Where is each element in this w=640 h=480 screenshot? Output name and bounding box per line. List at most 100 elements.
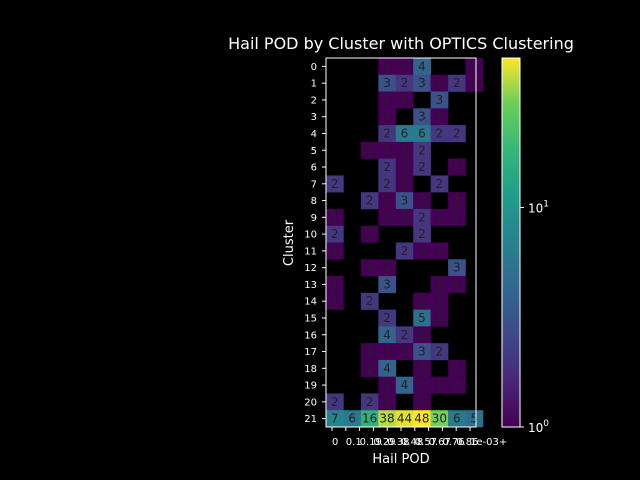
y-axis-label: Cluster bbox=[282, 219, 297, 266]
x-axis-ticks: 0 0.10.190.290.380.480.570.670.760.861e-0… bbox=[331, 427, 507, 448]
y-tick-label: 6 bbox=[311, 163, 317, 174]
colorbar-tick-label: 100 bbox=[528, 419, 549, 435]
cell-value-label: 1 bbox=[436, 210, 444, 224]
heatmap-cell bbox=[326, 410, 344, 428]
cell-value-label: 6 bbox=[453, 412, 461, 426]
chart-title: Hail POD by Cluster with OPTICS Clusteri… bbox=[228, 34, 574, 53]
x-tick-label: 1e-03+ bbox=[470, 437, 507, 448]
cell-value-label: 2 bbox=[366, 294, 374, 308]
heatmap-cell bbox=[448, 259, 466, 277]
cell-value-label: 3 bbox=[401, 194, 409, 208]
cell-value-label: 3 bbox=[383, 277, 391, 291]
cell-value-label: 1 bbox=[418, 395, 426, 409]
heatmap-cell bbox=[378, 208, 397, 227]
heatmap-cell bbox=[360, 225, 379, 243]
heatmap-cell bbox=[395, 242, 414, 260]
heatmap-cell bbox=[430, 108, 449, 126]
heatmap-cell bbox=[360, 141, 379, 159]
cell-value-label: 1 bbox=[436, 378, 444, 392]
cell-value-label: 44 bbox=[397, 412, 412, 426]
cell-value-label: 4 bbox=[383, 328, 391, 342]
y-tick-label: 5 bbox=[311, 146, 317, 157]
y-tick-label: 15 bbox=[304, 313, 317, 324]
heatmap-cell bbox=[326, 208, 344, 227]
heatmap-cell bbox=[395, 141, 414, 159]
cell-value-label: 1 bbox=[418, 378, 426, 392]
cell-value-label: 1 bbox=[383, 210, 391, 224]
cell-value-label: 1 bbox=[401, 210, 409, 224]
heatmap-cell bbox=[413, 292, 431, 310]
heatmap-cell bbox=[448, 74, 466, 92]
x-tick-label: 0.19 bbox=[360, 437, 382, 448]
heatmap-cells: 1 1 4 13 2 3 1 2 11 1 31 3 12 6 6 2 21 1 1 22 1 2 12 2 1 22 1 3 1 11 1… bbox=[326, 58, 484, 428]
heatmap-cell bbox=[395, 74, 414, 92]
cell-value-label: 1 bbox=[418, 361, 426, 375]
cell-value-label: 2 bbox=[436, 177, 444, 191]
heatmap-cell bbox=[413, 343, 431, 361]
cell-value-label: 7 bbox=[331, 412, 339, 426]
heatmap-cell bbox=[395, 376, 414, 394]
cell-value-label: 2 bbox=[401, 244, 409, 258]
cell-value-label: 1 bbox=[383, 395, 391, 409]
cell-value-label: 1 bbox=[366, 361, 374, 375]
heatmap-cell bbox=[413, 242, 431, 260]
cell-value-label: 1 bbox=[366, 345, 374, 359]
heatmap-cell bbox=[448, 208, 466, 227]
heatmap-cell bbox=[430, 376, 449, 394]
cell-value-label: 2 bbox=[418, 143, 426, 157]
y-tick-label: 16 bbox=[304, 330, 317, 341]
cell-value-label: 16 bbox=[362, 412, 377, 426]
cell-value-label: 2 bbox=[383, 160, 391, 174]
y-tick-label: 13 bbox=[304, 280, 317, 291]
heatmap-cell bbox=[413, 326, 431, 344]
heatmap-cell bbox=[360, 410, 379, 428]
cell-value-label: 2 bbox=[383, 177, 391, 191]
cell-value-label: 1 bbox=[383, 143, 391, 157]
colorbar-ticks: 100 101 bbox=[520, 200, 549, 435]
cell-value-label: 1 bbox=[401, 93, 409, 107]
cell-value-label: 1 bbox=[401, 59, 409, 73]
heatmap-cell bbox=[378, 175, 397, 193]
heatmap-cell bbox=[430, 309, 449, 327]
cell-value-label: 3 bbox=[418, 110, 426, 124]
heatmap-cell bbox=[343, 410, 362, 428]
heatmap-cell bbox=[395, 326, 414, 344]
cell-value-label: 1 bbox=[401, 345, 409, 359]
heatmap-cell bbox=[395, 208, 414, 227]
heatmap-cell bbox=[413, 108, 431, 126]
x-tick-label: 0.1 bbox=[346, 437, 362, 448]
cell-value-label: 1 bbox=[383, 59, 391, 73]
cell-value-label: 3 bbox=[383, 76, 391, 90]
cell-value-label: 2 bbox=[453, 126, 461, 140]
cell-value-label: 1 bbox=[383, 194, 391, 208]
cell-value-label: 6 bbox=[401, 126, 409, 140]
heatmap-cell bbox=[413, 410, 431, 428]
cell-value-label: 2 bbox=[383, 311, 391, 325]
cell-value-label: 1 bbox=[383, 378, 391, 392]
heatmap-cell bbox=[395, 343, 414, 361]
heatmap-cell bbox=[430, 125, 449, 143]
heatmap-cell bbox=[395, 175, 414, 193]
heatmap-cell bbox=[448, 359, 466, 377]
heatmap-cell bbox=[360, 393, 379, 411]
cell-value-label: 1 bbox=[383, 261, 391, 275]
cell-value-label: 1 bbox=[453, 194, 461, 208]
heatmap-cell bbox=[413, 359, 431, 377]
heatmap-cell bbox=[378, 91, 397, 109]
cell-value-label: 1 bbox=[418, 328, 426, 342]
cell-value-label: 1 bbox=[436, 311, 444, 325]
heatmap-cell bbox=[413, 309, 431, 327]
cell-value-label: 1 bbox=[470, 76, 478, 90]
y-tick-label: 14 bbox=[304, 297, 317, 308]
cell-value-label: 2 bbox=[418, 160, 426, 174]
heatmap-cell bbox=[378, 393, 397, 411]
cell-value-label: 1 bbox=[436, 294, 444, 308]
cell-value-label: 1 bbox=[383, 110, 391, 124]
cell-value-label: 1 bbox=[453, 378, 461, 392]
cell-value-label: 1 bbox=[401, 143, 409, 157]
x-tick-label: 0.38 bbox=[387, 437, 409, 448]
cell-value-label: 3 bbox=[453, 261, 461, 275]
cell-value-label: 3 bbox=[436, 93, 444, 107]
heatmap-cell bbox=[448, 410, 466, 428]
heatmap-cell bbox=[360, 192, 379, 210]
